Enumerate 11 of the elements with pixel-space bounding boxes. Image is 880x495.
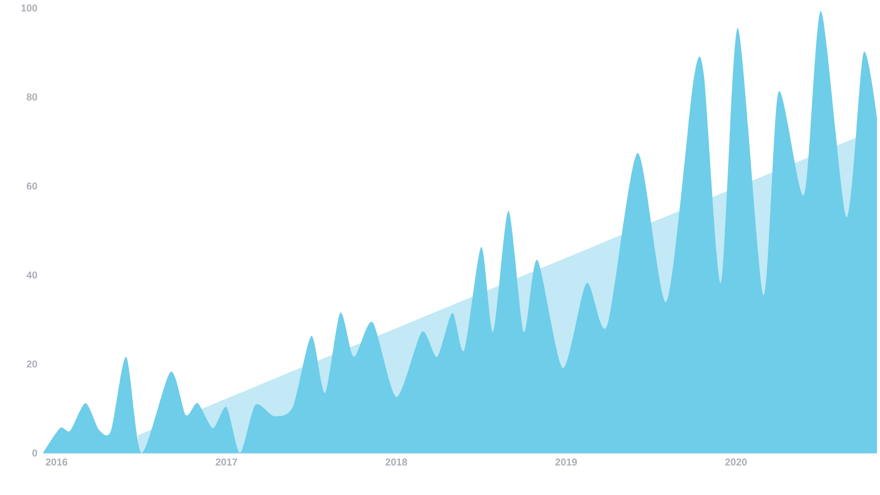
x-tick-label: 2020: [725, 458, 747, 466]
y-tick-label: 40: [26, 271, 38, 279]
x-tick-label: 2017: [216, 458, 238, 466]
y-tick-label: 100: [21, 4, 38, 12]
y-tick-label: 80: [26, 93, 38, 101]
x-tick-label: 2016: [46, 458, 68, 466]
y-tick-label: 20: [26, 360, 38, 368]
y-tick-label: 0: [32, 449, 38, 457]
y-tick-label: 60: [26, 182, 38, 190]
x-tick-label: 2019: [555, 458, 577, 466]
x-tick-label: 2018: [386, 458, 408, 466]
